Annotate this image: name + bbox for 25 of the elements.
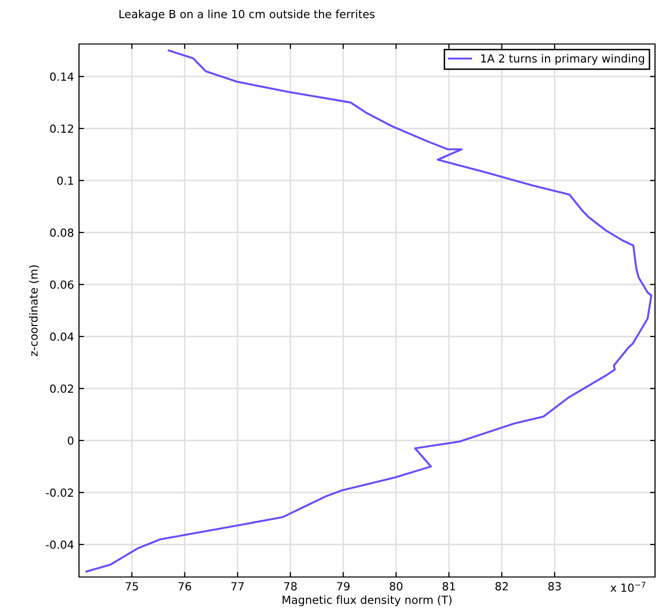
y-tick-label: -0.02 [46, 488, 74, 497]
y-tick-label: 0.02 [50, 384, 74, 393]
chart-title: Leakage B on a line 10 cm outside the ferrites [120, 10, 375, 20]
y-tick-label: -0.04 [46, 540, 74, 549]
y-tick-label: 0 [68, 436, 74, 445]
x-tick-label: 82 [495, 582, 508, 590]
x-tick-label: 83 [548, 582, 561, 590]
y-tick-label: 0.08 [50, 228, 74, 237]
x-axis-title: Magnetic flux density norm (T) [282, 595, 452, 606]
x-tick-label: 77 [231, 582, 244, 590]
x-tick-label: 81 [442, 582, 455, 590]
x-tick-label: 79 [337, 582, 350, 590]
y-tick-label: 0.14 [50, 72, 74, 81]
y-tick-label: 0.12 [50, 124, 74, 133]
y-axis-title: z-coordinate (m) [29, 265, 39, 356]
y-tick-label: 0.06 [50, 280, 74, 289]
line-series [85, 50, 652, 573]
y-tick-label: 0.1 [57, 176, 74, 185]
y-tick-label: 0.04 [50, 332, 74, 341]
x-tick-label: 78 [284, 582, 297, 590]
x-tick-label: 76 [178, 582, 192, 590]
x-tick-label: 80 [390, 582, 402, 590]
text: x 10$^{−7}$ [610, 582, 646, 592]
legend-label: 1A 2 turns in primary winding [481, 54, 644, 65]
x-tick-label: 75 [126, 582, 138, 590]
